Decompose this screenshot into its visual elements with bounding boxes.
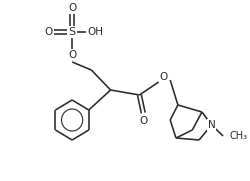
Text: N: N	[208, 120, 216, 130]
Text: O: O	[68, 3, 76, 13]
Text: O: O	[159, 72, 168, 82]
Text: CH₃: CH₃	[230, 131, 248, 141]
Text: O: O	[139, 116, 147, 126]
Text: O: O	[68, 50, 76, 60]
Text: OH: OH	[87, 27, 103, 37]
Text: S: S	[68, 27, 76, 37]
Text: O: O	[44, 27, 52, 37]
